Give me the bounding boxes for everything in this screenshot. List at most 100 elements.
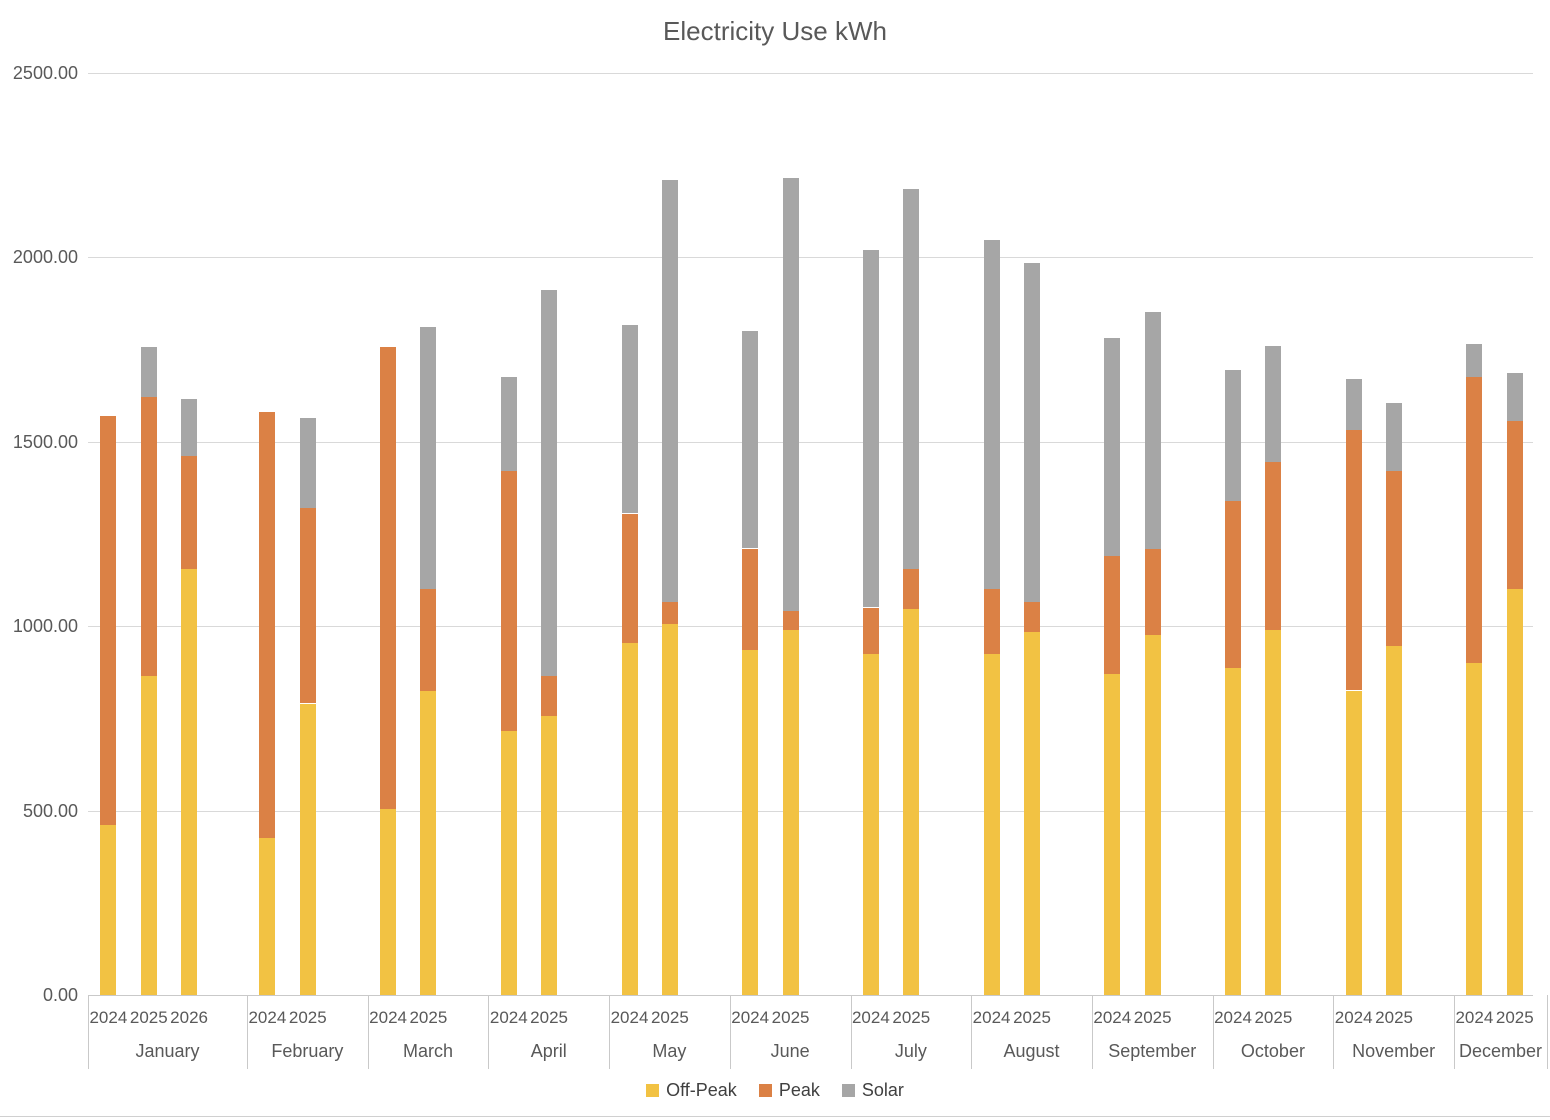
bar-segment-peak[interactable] [1144, 548, 1161, 636]
y-axis-tick-label: 2500.00 [12, 62, 78, 83]
bar-segment-peak[interactable] [742, 548, 759, 650]
bar-segment-peak[interactable] [380, 347, 397, 809]
year-label: 2024 [1334, 1008, 1373, 1027]
bar-segment-solar[interactable] [1265, 345, 1282, 462]
bar-segment-solar[interactable] [1506, 373, 1523, 422]
bar-segment-solar[interactable] [541, 290, 558, 676]
bar-segment-off-peak[interactable] [100, 825, 117, 995]
bar-segment-peak[interactable] [500, 471, 517, 732]
bar-segment-peak[interactable] [140, 397, 157, 676]
bar-segment-solar[interactable] [1024, 262, 1040, 602]
category-separator [1454, 995, 1455, 1069]
bar-segment-solar[interactable] [621, 325, 638, 514]
bar-segment-peak[interactable] [862, 607, 879, 654]
bar-segment-peak[interactable] [1104, 555, 1121, 674]
bar-segment-peak[interactable] [181, 456, 198, 569]
bar-segment-peak[interactable] [903, 568, 920, 610]
y-axis-tick-label: 1000.00 [12, 616, 78, 636]
bar-segment-solar[interactable] [299, 417, 316, 508]
gridline-2000 [88, 257, 1533, 258]
y-axis-tick-label: 500.00 [22, 800, 78, 821]
bar-segment-off-peak[interactable] [299, 703, 316, 995]
year-label: 2025 [1013, 1008, 1051, 1027]
legend-item-off-peak[interactable]: Off-Peak [646, 1080, 737, 1101]
legend-item-solar[interactable]: Solar [841, 1080, 904, 1101]
y-axis-tick-label: 2000.00 [12, 247, 78, 267]
bar-segment-peak[interactable] [1265, 461, 1282, 630]
bar-segment-off-peak[interactable] [1104, 674, 1121, 995]
month-label-august: August [1003, 1041, 1060, 1061]
bar-segment-solar[interactable] [1225, 369, 1241, 501]
bar-segment-peak[interactable] [299, 507, 316, 704]
bar-segment-solar[interactable] [1345, 378, 1362, 431]
bar-segment-peak[interactable] [661, 602, 678, 625]
bar-segment-peak[interactable] [1466, 376, 1483, 663]
month-label-november: November [1352, 1041, 1436, 1061]
legend-label-peak: Peak [778, 1080, 820, 1100]
month-label-july: July [894, 1041, 927, 1061]
bar-segment-off-peak[interactable] [862, 653, 879, 995]
bar-segment-peak[interactable] [1386, 471, 1403, 647]
bar-segment-off-peak[interactable] [782, 629, 799, 995]
gridline-1000 [88, 626, 1533, 627]
year-label: 2025 [1375, 1008, 1413, 1027]
bar-segment-off-peak[interactable] [1024, 631, 1040, 995]
bar-segment-off-peak[interactable] [140, 675, 157, 995]
bar-segment-solar[interactable] [903, 188, 920, 569]
bar-segment-solar[interactable] [661, 179, 678, 602]
bar-segment-off-peak[interactable] [420, 690, 437, 995]
bar-segment-off-peak[interactable] [621, 642, 638, 995]
bar-segment-peak[interactable] [100, 415, 117, 826]
year-label: 2025 [1254, 1008, 1293, 1027]
bar-segment-solar[interactable] [862, 249, 879, 608]
bar-segment-off-peak[interactable] [259, 838, 276, 995]
category-separator [609, 995, 611, 1069]
bar-segment-off-peak[interactable] [1466, 662, 1483, 995]
gridline-2500 [88, 72, 1533, 74]
year-label: 2024 [89, 1008, 128, 1027]
bar-segment-peak[interactable] [1024, 602, 1040, 632]
bar-segment-solar[interactable] [181, 399, 198, 457]
bar-segment-peak[interactable] [1345, 430, 1362, 691]
bar-segment-peak[interactable] [259, 412, 276, 839]
bar-segment-solar[interactable] [1104, 338, 1121, 556]
bar-segment-off-peak[interactable] [742, 650, 759, 995]
bar-segment-peak[interactable] [1225, 500, 1241, 669]
bar-segment-off-peak[interactable] [983, 653, 1000, 995]
bar-segment-solar[interactable] [1466, 343, 1483, 377]
bar-segment-peak[interactable] [1506, 421, 1523, 590]
category-separator [488, 995, 490, 1069]
bar-segment-solar[interactable] [782, 177, 799, 612]
bar-segment-off-peak[interactable] [1265, 629, 1282, 995]
bar-segment-peak[interactable] [621, 513, 638, 643]
bar-segment-off-peak[interactable] [500, 731, 517, 995]
bar-segment-off-peak[interactable] [903, 609, 920, 995]
year-label: 2024 [610, 1008, 649, 1027]
legend-swatch-peak-icon [758, 1084, 772, 1097]
bar-segment-off-peak[interactable] [1506, 589, 1523, 995]
bar-segment-solar[interactable] [1386, 402, 1403, 472]
bar-segment-solar[interactable] [1144, 312, 1161, 549]
legend-item-peak[interactable]: Peak [758, 1080, 820, 1101]
bar-segment-peak[interactable] [541, 675, 558, 717]
bar-segment-peak[interactable] [420, 589, 437, 691]
bar-segment-solar[interactable] [420, 327, 437, 590]
bar-segment-solar[interactable] [500, 376, 517, 471]
bar-segment-solar[interactable] [140, 347, 157, 398]
year-label: 2025 [892, 1008, 931, 1027]
bar-segment-off-peak[interactable] [380, 808, 397, 995]
bar-segment-peak[interactable] [782, 611, 799, 630]
year-label: 2024 [489, 1008, 528, 1027]
bar-segment-off-peak[interactable] [541, 716, 558, 995]
bar-segment-solar[interactable] [742, 330, 759, 549]
bar-segment-peak[interactable] [983, 589, 1000, 654]
bar-segment-solar[interactable] [983, 240, 1000, 590]
legend-swatch-off-peak-icon [646, 1084, 660, 1097]
bar-segment-off-peak[interactable] [181, 568, 198, 995]
bar-segment-off-peak[interactable] [1386, 646, 1403, 995]
bar-segment-off-peak[interactable] [1225, 668, 1241, 995]
bar-segment-off-peak[interactable] [661, 624, 678, 995]
bar-segment-off-peak[interactable] [1345, 690, 1362, 995]
bar-segment-off-peak[interactable] [1144, 635, 1161, 995]
